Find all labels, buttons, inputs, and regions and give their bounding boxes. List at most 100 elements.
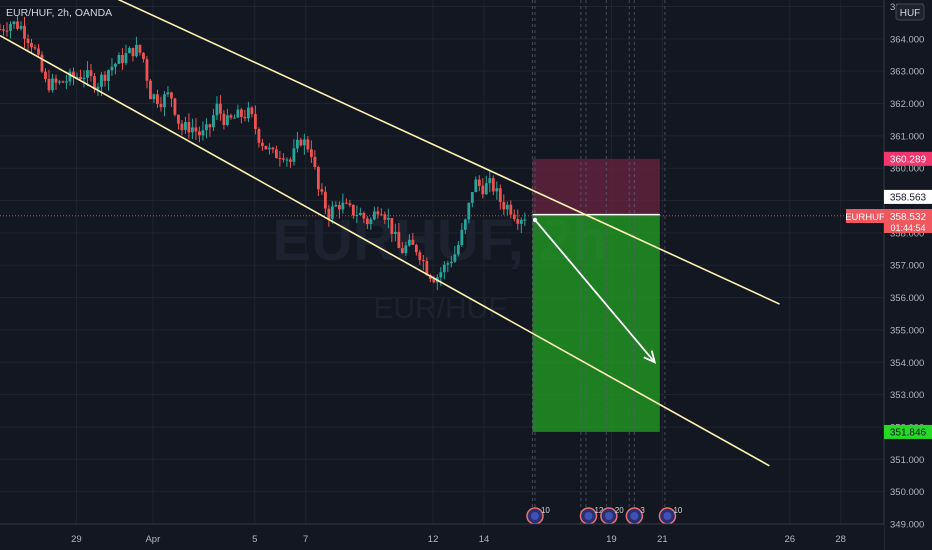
stop-loss-zone [532,158,660,215]
price-axis[interactable]: 349.000350.000351.000352.000353.000354.0… [883,0,932,550]
candle-body [243,116,247,119]
price-axis-bg [884,0,932,550]
time-axis[interactable]: 29 Apr 5 7 12 14 19 21 26 28 [0,523,884,550]
price-tick-label: 361.000 [890,131,924,142]
candle-body [285,159,289,161]
candles [0,15,527,291]
countdown-text: 01:44:54 [890,223,925,233]
candle-body [149,80,152,100]
candle-body [93,76,96,90]
candle-body [236,109,240,118]
time-tick-label: 12 [428,534,439,545]
candle-body [344,202,348,204]
candle-body [138,44,142,53]
candle-body [187,122,191,133]
candle-body [26,38,30,43]
candle-body [446,263,450,265]
candle-body [170,92,173,99]
candle-body [512,214,516,220]
candle-body [313,156,317,167]
candle-body [362,212,366,219]
candle-body [358,212,362,215]
price-tick-label: 364.000 [890,34,924,45]
candle-body [442,264,446,273]
time-tick-label: 26 [784,534,795,545]
candle-body [37,48,40,55]
candle-body [491,178,495,192]
candle-body [75,76,79,78]
entry-price-text: 358.563 [890,192,927,203]
candle-body [509,204,513,215]
candle-body [222,113,226,125]
candle-body [295,139,299,149]
candle-body [337,204,341,210]
candle-body [264,145,268,150]
candle-body [484,183,488,195]
candle-body [390,217,394,234]
arrow-origin [532,217,538,223]
candle-body [219,103,222,114]
current-symbol-text: EURHUF [845,212,885,223]
candle-body [302,139,306,146]
candle-body [110,66,114,71]
take-profit-zone [532,214,660,432]
candle-body [316,166,320,190]
candle-body [142,52,145,60]
event-marker-inner [530,512,539,520]
candle-body [341,202,345,210]
candle-body [400,248,404,254]
candle-body [79,76,82,80]
candle-body [198,131,201,136]
channel-lower-line [0,34,770,467]
price-tick-label: 363.000 [890,67,924,78]
event-marker-count: 20 [615,506,624,515]
candle-body [397,231,401,249]
candle-body [5,30,9,32]
candle-body [386,217,390,220]
candle-body [281,158,285,160]
candle-body [114,63,117,67]
time-tick-label: 29 [71,534,82,545]
candle-body [523,219,527,221]
candle-body [505,204,509,210]
candle-body [292,148,296,162]
event-marker-inner [663,512,672,520]
descending-channel[interactable] [0,0,780,467]
candle-body [274,149,278,159]
candle-body [432,278,436,283]
candle-body [103,74,107,81]
candle-body [72,71,75,78]
candle-body [128,47,131,54]
candle-body [463,219,467,230]
candle-body [288,159,292,162]
candle-body [212,115,215,128]
candle-body [309,149,313,157]
time-tick-label: 7 [303,534,308,545]
price-tick-label: 355.000 [890,325,924,336]
event-marker-count: 3 [640,506,645,515]
candle-body [250,107,254,115]
candle-body [421,260,425,262]
currency-badge[interactable]: HUF [895,3,925,21]
candle-body [502,202,506,210]
candle-body [376,211,380,215]
candle-body [61,81,65,83]
price-tick-label: 353.000 [890,390,924,401]
candle-body [453,254,457,262]
event-markers[interactable]: 10 12 20 3 10 [526,506,683,525]
candle-body [180,123,184,130]
time-tick-label: 19 [606,534,617,545]
projection-arrow[interactable] [532,217,657,364]
event-marker-inner [630,512,639,520]
candle-body [117,54,121,64]
candle-body [240,109,243,117]
candle-body [404,245,408,254]
candle-body [425,260,429,276]
position-zones[interactable] [0,158,884,432]
candle-body [173,98,177,115]
event-marker-inner [584,512,593,520]
stop-price-text: 360.289 [890,154,927,165]
time-tick-label: 14 [479,534,490,545]
current-price-label: EURHUF 358.532 01:44:54 [845,209,932,233]
